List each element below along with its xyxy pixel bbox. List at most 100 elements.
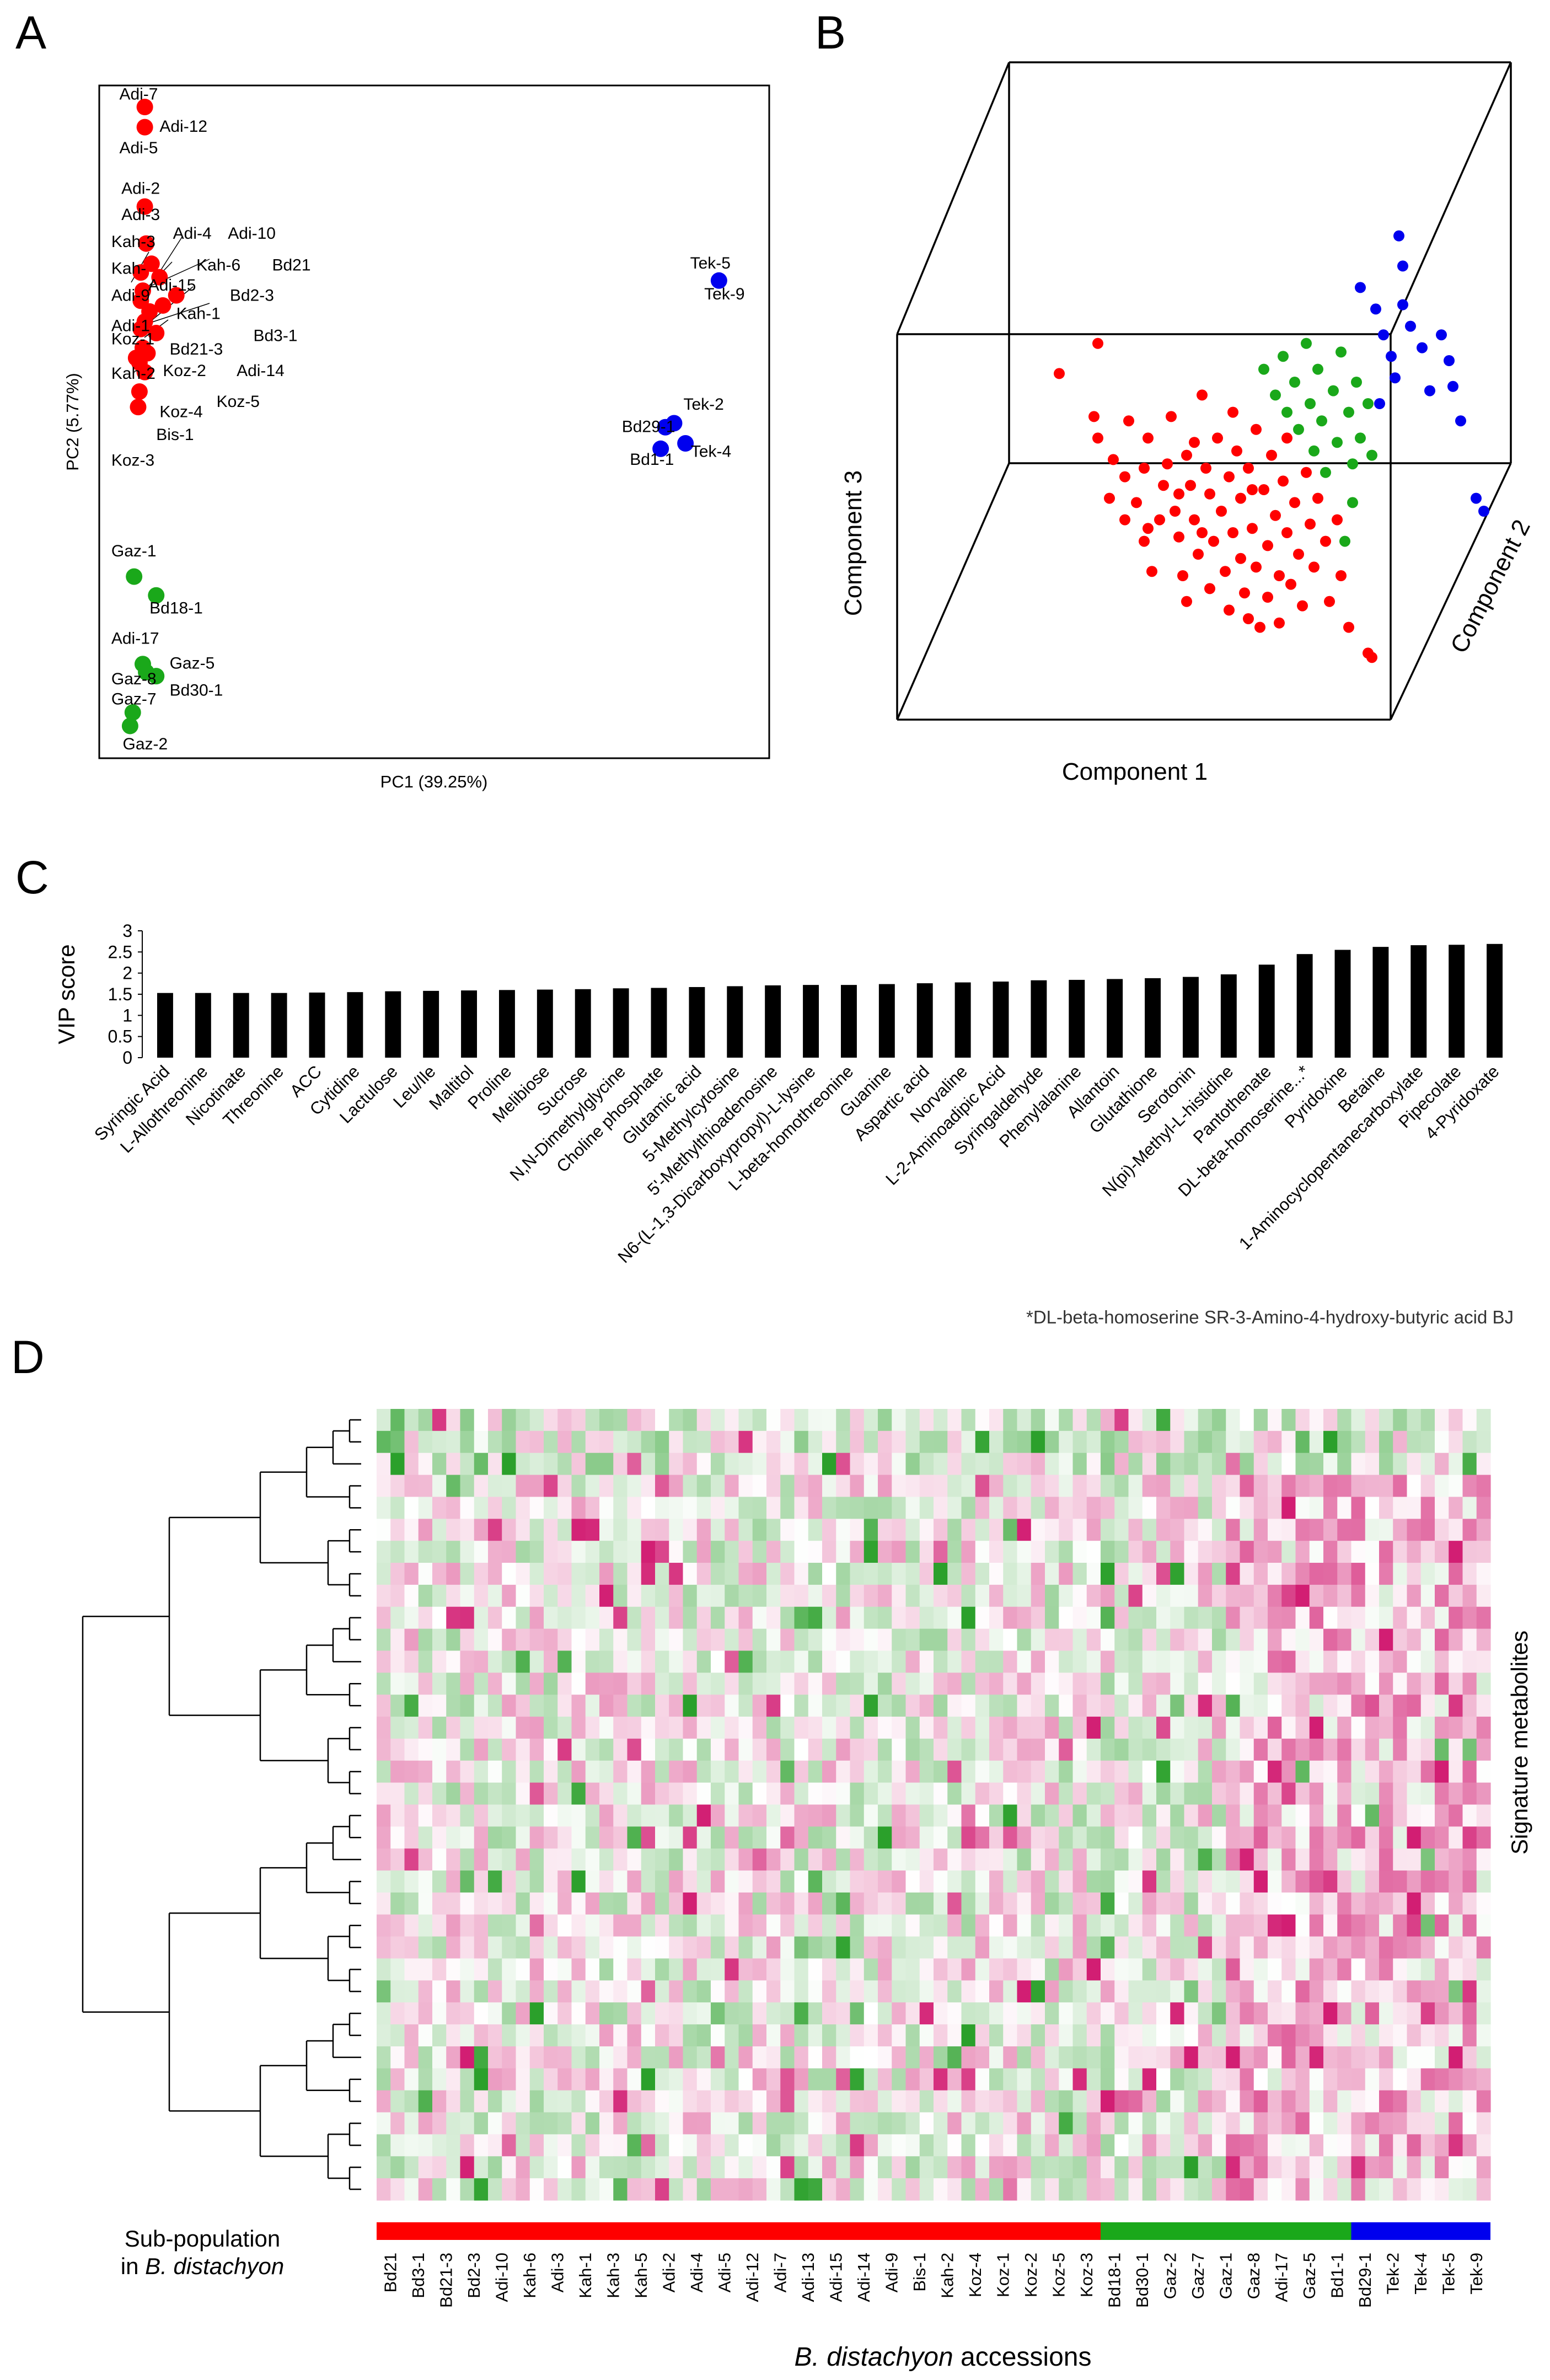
panel-d-cell-6-65 <box>1281 1541 1296 1563</box>
panel-d-cell-3-28 <box>766 1475 781 1498</box>
panel-d-cell-24-60 <box>1212 1936 1226 1959</box>
panel-d-cell-21-64 <box>1268 1870 1282 1893</box>
panel-d-cell-11-13 <box>557 1650 572 1673</box>
panel-d-cell-16-54 <box>1128 1760 1143 1783</box>
panel-d-cell-20-1 <box>390 1848 405 1871</box>
panel-d-cell-9-74 <box>1407 1606 1422 1629</box>
panel-d-cell-30-11 <box>529 2068 544 2091</box>
panel-d-cell-20-37 <box>892 1848 907 1871</box>
panel-d-cell-11-68 <box>1323 1650 1338 1673</box>
panel-d-cell-10-74 <box>1407 1628 1422 1652</box>
panel-d-cell-32-73 <box>1393 2112 1408 2135</box>
panel-d-cell-21-39 <box>919 1870 934 1893</box>
panel-d-cell-3-31 <box>808 1475 823 1498</box>
panel-b-point-71 <box>1227 406 1238 418</box>
panel-d-cell-10-69 <box>1337 1628 1352 1652</box>
panel-d-cell-26-37 <box>892 1980 907 2003</box>
panel-d-cell-7-71 <box>1365 1563 1380 1585</box>
panel-d-cell-31-18 <box>627 2090 642 2113</box>
panel-d-cell-1-7 <box>474 1430 489 1454</box>
panel-d-cell-19-73 <box>1393 1826 1408 1849</box>
panel-d-cell-3-64 <box>1268 1475 1282 1498</box>
panel-d-cell-11-45 <box>1003 1650 1018 1673</box>
panel-d-cell-7-7 <box>474 1563 489 1585</box>
panel-d-cell-22-27 <box>752 1892 767 1915</box>
panel-d-cell-27-11 <box>529 2002 544 2025</box>
panel-d-cell-27-46 <box>1017 2002 1032 2025</box>
panel-d-cell-23-19 <box>641 1914 656 1937</box>
panel-d-cell-10-48 <box>1045 1628 1059 1652</box>
panel-d-cell-32-22 <box>683 2112 698 2135</box>
panel-d-cell-4-22 <box>683 1497 698 1519</box>
panel-d-cell-11-50 <box>1072 1650 1087 1673</box>
panel-d-cell-28-56 <box>1156 2024 1171 2047</box>
panel-d-cell-6-10 <box>516 1541 530 1563</box>
panel-d-cell-6-46 <box>1017 1541 1032 1563</box>
panel-d-cell-30-8 <box>488 2068 502 2091</box>
panel-d-cell-19-44 <box>989 1826 1004 1849</box>
panel-b-point-98 <box>1366 449 1377 461</box>
panel-d-cell-27-24 <box>711 2002 725 2025</box>
panel-d-cell-1-41 <box>947 1430 962 1454</box>
panel-d-cell-5-53 <box>1114 1519 1129 1541</box>
panel-d-cell-18-17 <box>613 1804 628 1827</box>
panel-d-cell-10-60 <box>1212 1628 1226 1652</box>
panel-d-cell-16-18 <box>627 1760 642 1783</box>
panel-d-cell-11-37 <box>892 1650 907 1673</box>
panel-d-cell-4-72 <box>1379 1497 1393 1519</box>
panel-d-cell-33-48 <box>1045 2134 1059 2157</box>
panel-a-label-bd18-1: Bd18-1 <box>149 599 203 618</box>
panel-d-cell-27-30 <box>794 2002 809 2025</box>
panel-d-cell-4-17 <box>613 1497 628 1519</box>
panel-d-cell-27-40 <box>934 2002 948 2025</box>
panel-d-cell-19-56 <box>1156 1826 1171 1849</box>
panel-d-cell-30-0 <box>377 2068 391 2091</box>
panel-d-cell-21-1 <box>390 1870 405 1893</box>
panel-d-cell-33-40 <box>934 2134 948 2157</box>
panel-a-point-1 <box>136 119 153 136</box>
panel-d-cell-2-5 <box>446 1452 461 1476</box>
panel-d-cell-16-7 <box>474 1760 489 1783</box>
panel-d-cell-9-54 <box>1128 1606 1143 1629</box>
panel-d-cell-29-15 <box>585 2046 600 2069</box>
panel-d-cell-31-60 <box>1212 2090 1226 2113</box>
panel-d-cell-29-20 <box>655 2046 669 2069</box>
panel-d-cell-15-15 <box>585 1738 600 1761</box>
panel-d-cell-29-27 <box>752 2046 767 2069</box>
panel-d-cell-17-53 <box>1114 1782 1129 1805</box>
panel-b-point-91 <box>1332 437 1343 448</box>
panel-d-cell-0-64 <box>1268 1409 1282 1432</box>
panel-d-cell-25-70 <box>1351 1958 1366 1981</box>
panel-d-cell-1-78 <box>1462 1430 1477 1454</box>
panel-d-cell-33-13 <box>557 2134 572 2157</box>
panel-d-cell-28-34 <box>850 2024 865 2047</box>
panel-d-cell-16-0 <box>377 1760 391 1783</box>
panel-d-cell-33-7 <box>474 2134 489 2157</box>
panel-d-cell-32-19 <box>641 2112 656 2135</box>
panel-d-cell-10-42 <box>961 1628 976 1652</box>
panel-d-cell-0-33 <box>836 1409 851 1432</box>
panel-d-cell-34-24 <box>711 2156 725 2179</box>
panel-d-cell-34-44 <box>989 2156 1004 2179</box>
panel-d-cell-16-44 <box>989 1760 1004 1783</box>
panel-d-cell-21-40 <box>934 1870 948 1893</box>
panel-d-cell-0-27 <box>752 1409 767 1432</box>
panel-b-point-112 <box>1436 329 1447 341</box>
panel-d-cell-9-44 <box>989 1606 1004 1629</box>
panel-d-cell-16-76 <box>1435 1760 1449 1783</box>
panel-d-cell-0-14 <box>571 1409 586 1432</box>
panel-d-cell-34-38 <box>905 2156 920 2179</box>
panel-d-cell-7-24 <box>711 1563 725 1585</box>
panel-d-cell-21-34 <box>850 1870 865 1893</box>
panel-d-cell-7-59 <box>1198 1563 1213 1585</box>
panel-d-cell-7-50 <box>1072 1563 1087 1585</box>
panel-d-cell-15-61 <box>1226 1738 1241 1761</box>
panel-d-cell-6-56 <box>1156 1541 1171 1563</box>
panel-b-point-13 <box>1146 566 1157 577</box>
panel-d-cell-29-26 <box>738 2046 753 2069</box>
panel-d-cell-5-42 <box>961 1519 976 1541</box>
panel-d-cell-34-55 <box>1142 2156 1157 2179</box>
panel-d-cell-7-74 <box>1407 1563 1422 1585</box>
panel-d-cell-15-27 <box>752 1738 767 1761</box>
panel-d-cell-31-4 <box>432 2090 447 2113</box>
